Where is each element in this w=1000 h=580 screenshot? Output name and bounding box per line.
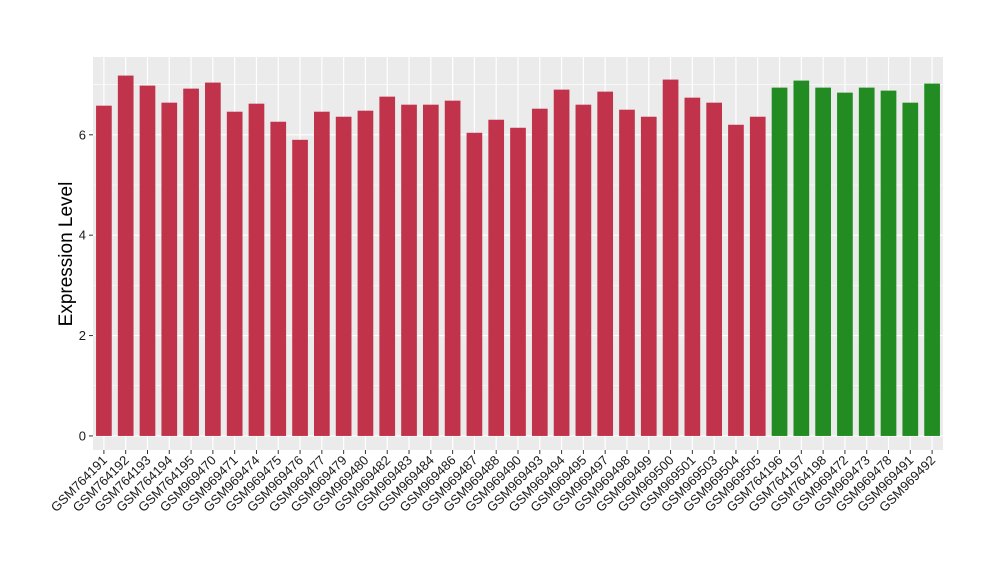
bars [96, 75, 940, 436]
bar-GSM969478 [880, 90, 897, 436]
bar-GSM969472 [837, 92, 853, 436]
bar-GSM969497 [597, 91, 614, 436]
bar-GSM764195 [183, 88, 199, 436]
bar-GSM969499 [640, 116, 657, 436]
bar-GSM764198 [815, 87, 831, 436]
bar-GSM969482 [379, 96, 396, 436]
bar-GSM969492 [924, 83, 940, 436]
bar-GSM969470 [205, 82, 221, 436]
bar-GSM969501 [684, 97, 701, 436]
bar-GSM969504 [728, 124, 744, 436]
bar-GSM969495 [575, 104, 592, 436]
bar-GSM969503 [706, 102, 722, 436]
bar-GSM764197 [793, 80, 810, 436]
bar-GSM969494 [553, 89, 570, 436]
bar-GSM969493 [531, 108, 548, 436]
bar-GSM969490 [510, 127, 526, 436]
y-tick-label: 2 [79, 328, 86, 343]
bar-GSM764191 [96, 105, 112, 436]
y-tick-label: 4 [79, 228, 86, 243]
bar-GSM969476 [292, 139, 308, 436]
bar-GSM969471 [226, 111, 243, 436]
bar-GSM764196 [771, 87, 788, 436]
bar-GSM969474 [248, 103, 265, 436]
bar-GSM969500 [662, 79, 679, 436]
bar-GSM969486 [444, 100, 461, 436]
bar-GSM764193 [139, 85, 156, 436]
x-axis: GSM764191GSM764192GSM764193GSM764194GSM7… [48, 450, 938, 515]
bar-GSM969484 [422, 104, 439, 436]
bar-GSM969488 [488, 119, 505, 436]
bar-GSM764192 [117, 75, 134, 436]
y-tick-label: 0 [79, 428, 86, 443]
bar-GSM969473 [858, 87, 875, 436]
y-axis: 0 2 4 6 [79, 127, 93, 443]
bar-GSM969483 [401, 104, 417, 436]
y-tick-label: 6 [79, 127, 86, 142]
bar-GSM969505 [749, 116, 766, 436]
bar-GSM969487 [466, 132, 483, 436]
bar-GSM969479 [335, 116, 352, 436]
bar-GSM969480 [357, 110, 374, 436]
bar-GSM969498 [619, 109, 635, 436]
y-axis-title: Expression Level [56, 182, 77, 327]
bar-GSM969477 [314, 111, 330, 436]
bar-GSM969475 [270, 121, 287, 436]
bar-GSM969491 [902, 102, 919, 436]
bar-GSM764194 [161, 102, 178, 436]
